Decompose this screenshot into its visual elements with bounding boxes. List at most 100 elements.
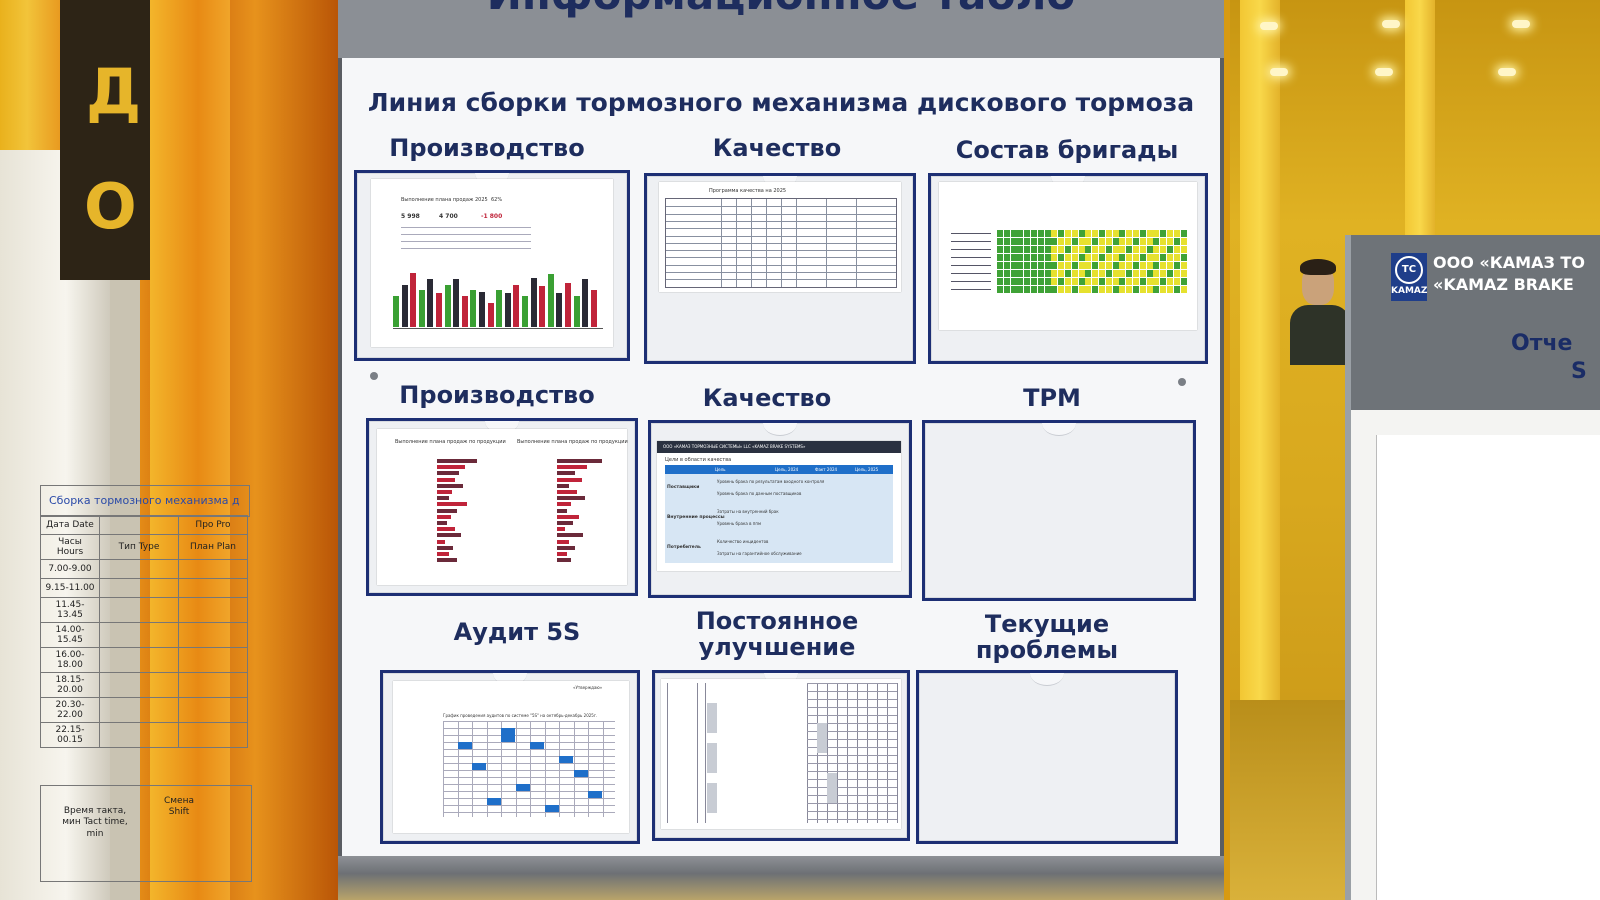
audit-title: График проведения аудитов по системе "5S…: [443, 713, 598, 718]
production-bar: [582, 279, 589, 327]
side-sheet: [1376, 435, 1600, 900]
production-bar: [513, 284, 520, 327]
production-bar: [590, 289, 597, 327]
production-bar: [539, 286, 546, 327]
pocket-production-hbars[interactable]: Выполнение плана продаж по продукции Вып…: [366, 418, 638, 596]
ceiling-light: [1375, 68, 1393, 76]
audit-5s-sheet: «Утверждаю» График проведения аудитов по…: [393, 681, 629, 833]
info-board: Информационное табло Линия сборки тормоз…: [338, 0, 1224, 900]
board-title: Информационное табло: [338, 0, 1224, 19]
kpi-value-1: 5 998: [401, 213, 420, 220]
pocket-quality-goals[interactable]: ООО «КАМАЗ ТОРМОЗНЫЕ СИСТЕМЫ» LLC «KAMAZ…: [648, 420, 912, 598]
production-bar: [436, 293, 442, 327]
quality-group-customer: Потребитель: [667, 545, 701, 550]
audit-schedule-grid: [403, 721, 615, 817]
ceiling-light: [1382, 20, 1400, 28]
production-bar: [496, 289, 503, 327]
team-matrix-sheet: [939, 182, 1197, 330]
side-schedule-table: Дата Date Про Pro Часы Hours Тип Type Пл…: [40, 515, 248, 748]
quality-table-title: Программа качества на 2025: [709, 188, 787, 194]
quality-goals-sheet: ООО «КАМАЗ ТОРМОЗНЫЕ СИСТЕМЫ» LLC «KAMAZ…: [657, 441, 901, 571]
tact-time-label: Время такта, мин Tact time, min: [62, 806, 128, 839]
board-frame-bottom: [338, 856, 1224, 900]
ceiling-light: [1260, 22, 1278, 30]
side-tact-box: Время такта, мин Tact time, min Смена Sh…: [40, 785, 252, 882]
side-heading-2: S: [1571, 359, 1587, 384]
kpi-value-3: -1 800: [481, 213, 503, 220]
side-panel-header: TC KAMAZ ООО «КАМАЗ ТО «KAMAZ BRAKE Отче…: [1351, 235, 1600, 410]
worker: [1290, 255, 1350, 365]
section-title-production: Производство: [389, 134, 585, 162]
production-bar: [487, 303, 494, 327]
orange-curtain: [150, 0, 230, 900]
audit-approval: «Утверждаю»: [573, 685, 603, 690]
quality-goals-subheader: Цели в области качества: [665, 457, 732, 463]
production-bar: [410, 272, 417, 327]
ceiling-light: [1512, 20, 1530, 28]
production-bar: [479, 291, 485, 327]
dark-sign: Д О: [60, 0, 160, 280]
production-bar: [522, 296, 528, 327]
company-name-ru: ООО «КАМАЗ ТО: [1433, 253, 1585, 272]
pocket-production-chart[interactable]: Выполнение плана продаж 2025 62% 5 998 4…: [354, 170, 630, 361]
sign-letter-bottom: О: [84, 170, 137, 243]
production-bar: [573, 296, 580, 327]
kamaz-logo: TC KAMAZ: [1391, 253, 1427, 301]
production-bar: [461, 296, 468, 327]
board-pin: [1178, 378, 1186, 386]
production-bar: [444, 284, 451, 327]
hbars-chart-right: [557, 459, 617, 569]
production-bar: [393, 296, 399, 327]
board-pin: [370, 372, 378, 380]
section-title-audit-5s: Аудит 5S: [453, 618, 581, 646]
production-bar: [565, 282, 571, 327]
side-panel: TC KAMAZ ООО «КАМАЗ ТО «KAMAZ BRAKE Отче…: [1345, 235, 1600, 900]
ceiling-light: [1270, 68, 1288, 76]
ceiling-light: [1498, 68, 1516, 76]
production-bar: [556, 293, 563, 327]
section-title-current-issues: Текущие проблемы: [975, 610, 1119, 664]
sign-letter-top: Д: [86, 55, 142, 128]
improvement-sheet: [661, 679, 901, 829]
hbars-title-left: Выполнение плана продаж по продукции: [395, 439, 506, 445]
pocket-current-issues-empty[interactable]: [916, 670, 1178, 844]
hbars-title-right: Выполнение плана продаж по продукции: [517, 439, 628, 445]
quality-table-grid: [665, 198, 897, 288]
shift-label: Смена Shift: [163, 796, 194, 818]
team-skill-matrix: [947, 200, 1191, 310]
production-bar: [427, 279, 434, 327]
pocket-quality-table[interactable]: Программа качества на 2025: [644, 173, 916, 364]
quality-group-suppliers: Поставщики: [667, 485, 700, 490]
pocket-audit-5s[interactable]: «Утверждаю» График проведения аудитов по…: [380, 670, 640, 844]
production-hbars-sheet: Выполнение плана продаж по продукции Вып…: [377, 429, 628, 585]
side-heading: Отче: [1511, 331, 1573, 356]
board-header: Информационное табло: [338, 0, 1224, 58]
hbars-chart-left: [437, 459, 497, 569]
kpi-value-2: 4 700: [439, 213, 458, 220]
section-title-team: Состав бригады: [955, 136, 1179, 164]
quality-group-internal: Внутренние процессы: [667, 515, 725, 520]
company-name-en: «KAMAZ BRAKE: [1433, 275, 1574, 294]
line-title: Линия сборки тормозного механизма дисков…: [367, 88, 1195, 117]
pocket-continuous-improvement[interactable]: [652, 670, 910, 841]
production-bar: [418, 289, 425, 327]
production-bar: [470, 289, 477, 327]
section-title-quality-2: Качество: [702, 384, 832, 412]
section-title-quality: Качество: [712, 134, 842, 162]
board-face: Линия сборки тормозного механизма дисков…: [342, 58, 1220, 856]
section-title-improvement: Постоянное улучшение: [695, 607, 859, 661]
production-chart-percent: 62%: [491, 197, 503, 203]
production-chart-sheet: Выполнение плана продаж 2025 62% 5 998 4…: [371, 179, 613, 347]
background-left: Д О: [0, 0, 340, 900]
quality-table-sheet: Программа качества на 2025: [659, 182, 901, 292]
improvement-table: [667, 683, 898, 823]
pocket-tpm-empty[interactable]: [922, 420, 1196, 601]
side-sheet-title: Сборка тормозного механизма д: [40, 485, 250, 517]
production-bar: [453, 279, 460, 327]
production-bar: [547, 273, 554, 327]
pocket-team-matrix[interactable]: [928, 173, 1208, 364]
production-chart-title: Выполнение плана продаж 2025: [401, 197, 488, 203]
production-bar: [401, 284, 408, 327]
quality-goals-header: ООО «КАМАЗ ТОРМОЗНЫЕ СИСТЕМЫ» LLC «KAMAZ…: [663, 444, 806, 449]
production-bar: [504, 293, 511, 327]
